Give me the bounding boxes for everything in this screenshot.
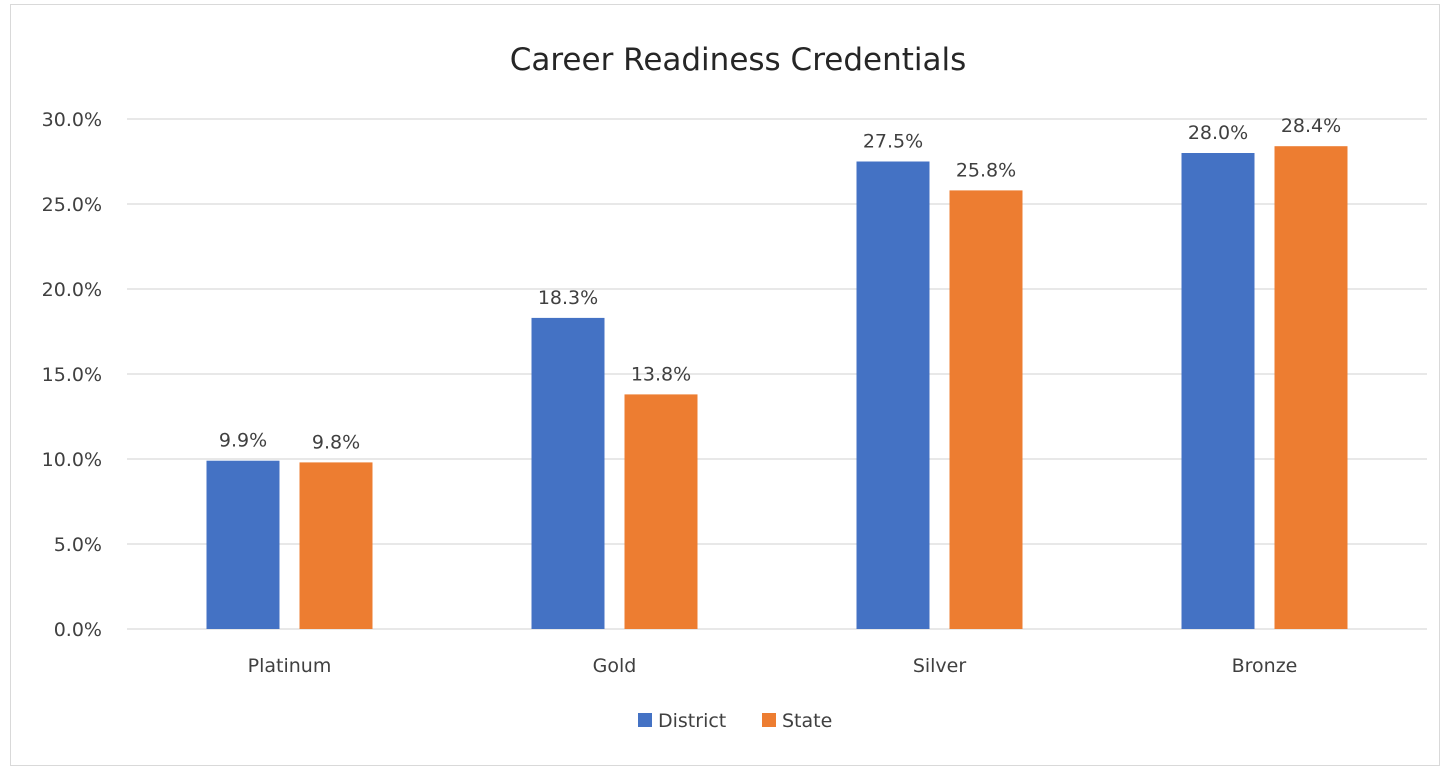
bar-state-silver[interactable] [949,190,1023,629]
data-label: 9.9% [219,430,267,452]
legend-swatch [638,713,652,727]
data-label: 27.5% [863,131,923,153]
bar-district-gold[interactable] [531,317,605,629]
y-tick-label: 10.0% [42,449,102,471]
y-tick-label: 30.0% [42,109,102,131]
bar-state-platinum[interactable] [299,462,373,629]
x-tick-label: Bronze [1232,655,1298,677]
bar-state-bronze[interactable] [1274,146,1348,629]
bar-district-silver[interactable] [856,161,930,630]
chart-container: Career Readiness Credentials 0.0% 5.0% 10.… [10,4,1440,766]
x-tick-label: Silver [913,655,967,677]
y-tick-label: 5.0% [54,534,102,556]
data-labels: 9.9% 9.8% 18.3% 13.8% 27.5% 25.8% 28.0% 28.4% [219,115,1341,453]
bar-chart: Career Readiness Credentials 0.0% 5.0% 10.… [42,42,1427,732]
y-axis-ticks: 0.0% 5.0% 10.0% 15.0% 20.0% 25.0% 30.0% [42,109,102,641]
bar-state-gold[interactable] [624,394,698,629]
legend-label: District [658,710,726,732]
legend-label: State [782,710,832,732]
legend-item-district[interactable]: District [638,710,726,732]
data-label: 18.3% [538,287,598,309]
y-tick-label: 0.0% [54,619,102,641]
bars [206,146,1348,630]
data-label: 28.0% [1188,122,1248,144]
y-tick-label: 15.0% [42,364,102,386]
y-tick-label: 20.0% [42,279,102,301]
legend[interactable]: District State [638,710,832,732]
data-label: 28.4% [1281,115,1341,137]
data-label: 9.8% [312,431,360,453]
data-label: 13.8% [631,363,691,385]
bar-district-bronze[interactable] [1181,153,1255,629]
data-label: 25.8% [956,159,1016,181]
x-axis-ticks: Platinum Gold Silver Bronze [248,655,1298,677]
legend-item-state[interactable]: State [762,710,832,732]
chart-title: Career Readiness Credentials [510,42,967,78]
y-tick-label: 25.0% [42,194,102,216]
legend-swatch [762,713,776,727]
x-tick-label: Platinum [248,655,332,677]
bar-district-platinum[interactable] [206,460,280,629]
x-tick-label: Gold [593,655,637,677]
